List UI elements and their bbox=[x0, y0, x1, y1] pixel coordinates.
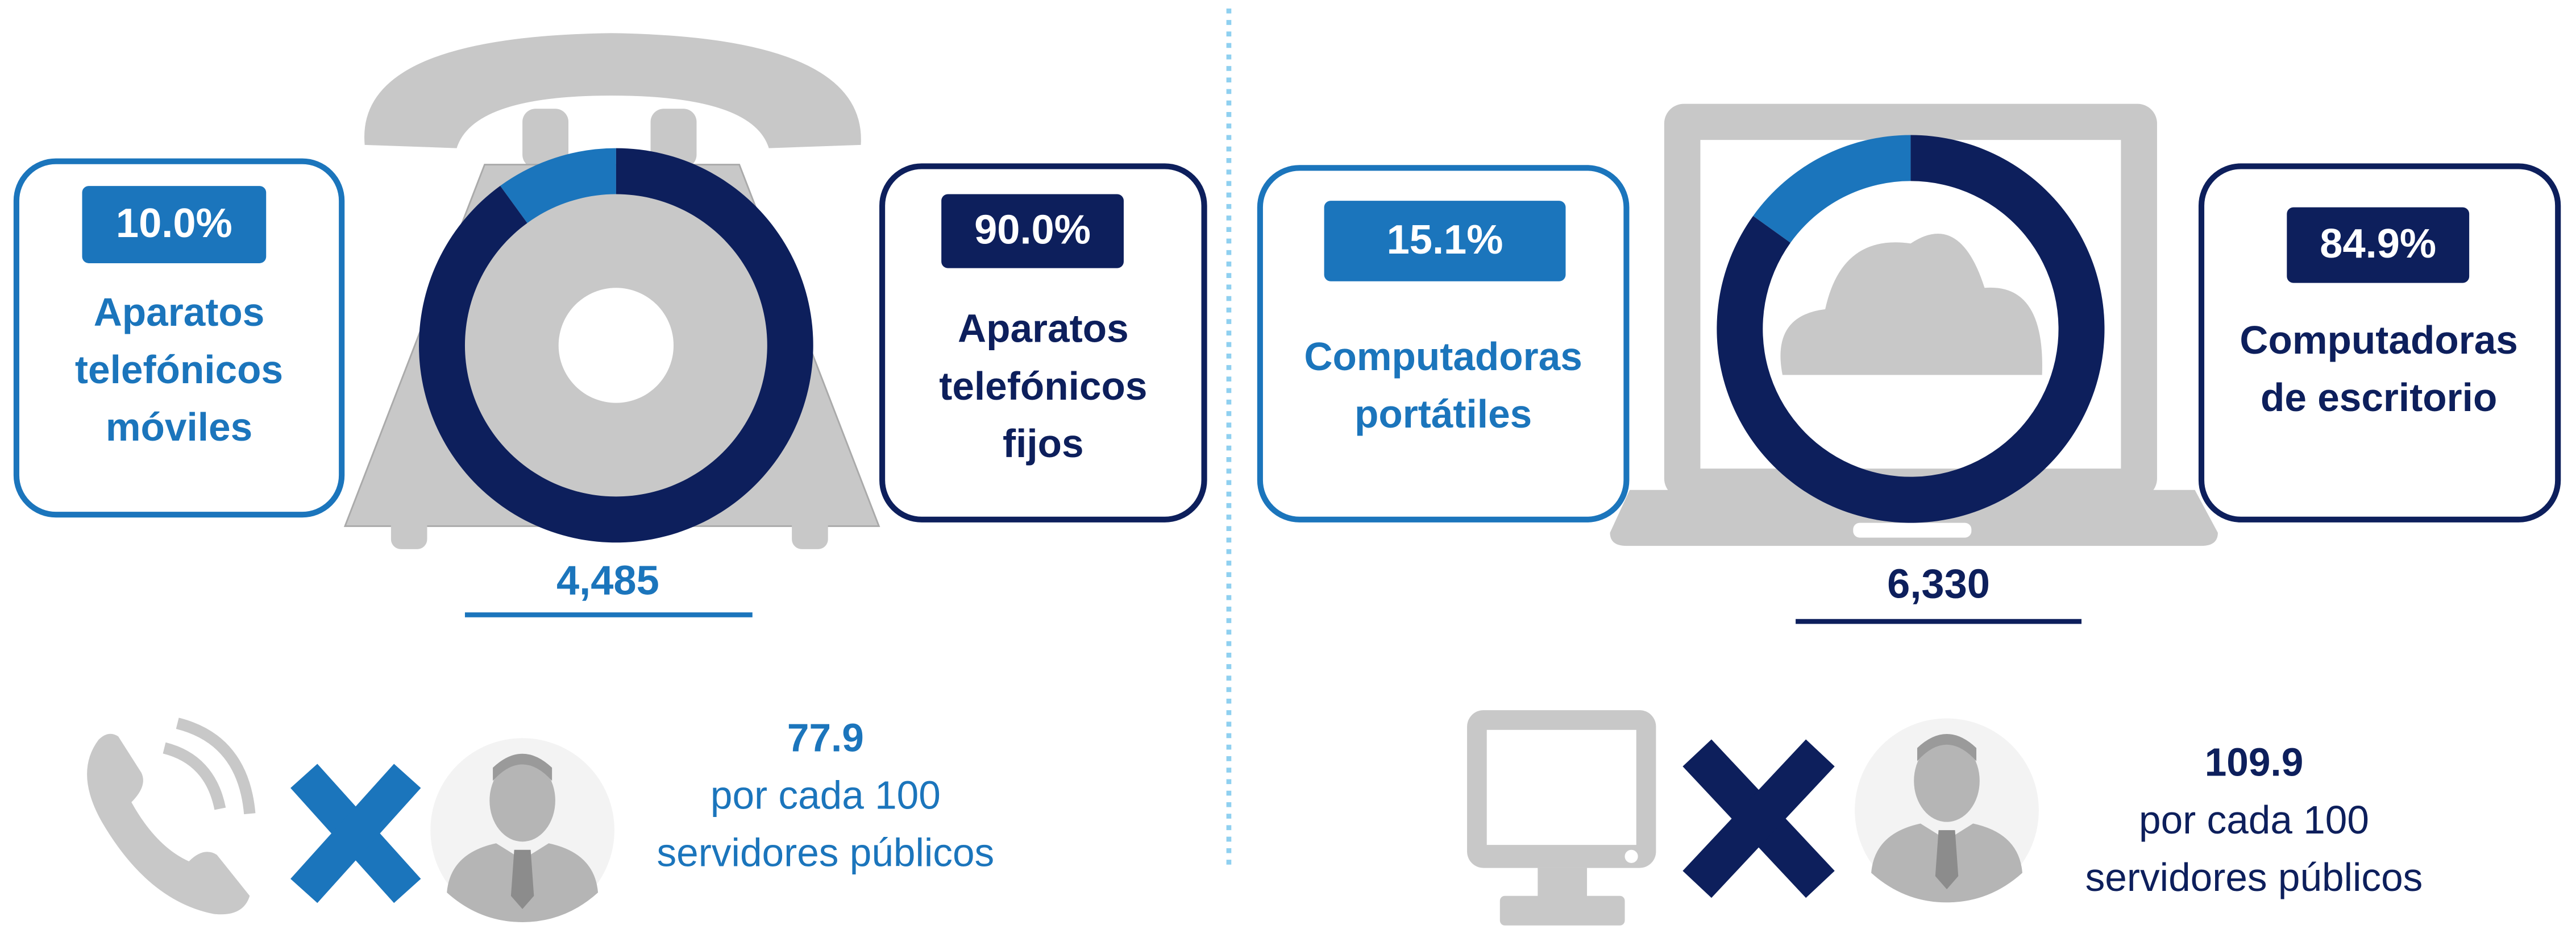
person-icon bbox=[1855, 719, 2039, 903]
percent-label: 10.0% bbox=[116, 201, 232, 246]
category-label-box: Aparatos telefónicos fijos bbox=[899, 288, 1188, 485]
dial-center bbox=[559, 288, 674, 403]
ratio-text: por cada 100 servidores públicos bbox=[2050, 793, 2458, 907]
multiply-icon bbox=[1697, 753, 1821, 884]
category-label-box: Computadoras portátiles bbox=[1277, 313, 1610, 461]
percent-label: 15.1% bbox=[1387, 217, 1503, 263]
person-icon bbox=[430, 738, 614, 922]
ratio-value: 109.9 bbox=[2050, 735, 2458, 792]
total-label: 4,485 bbox=[556, 558, 659, 604]
multiply-icon bbox=[304, 776, 408, 891]
category-label-box: Aparatos telefónicos móviles bbox=[33, 271, 325, 468]
percent-label: 84.9% bbox=[2320, 221, 2436, 267]
ratio-text: por cada 100 servidores públicos bbox=[624, 768, 1027, 882]
infographic: 10.0% Aparatos telefónicos móviles 90.0% Ap… bbox=[0, 0, 2576, 929]
total-label: 6,330 bbox=[1887, 561, 1990, 607]
category-label-box: Computadoras de escritorio bbox=[2214, 296, 2543, 444]
monitor-icon bbox=[1467, 710, 1656, 926]
category-label: Computadoras portátiles bbox=[1277, 313, 1610, 461]
category-label: Aparatos telefónicos fijos bbox=[899, 288, 1188, 485]
page: 10.0% Aparatos telefónicos móviles 90.0% Ap… bbox=[0, 0, 2576, 929]
ratio-value: 77.9 bbox=[624, 710, 1027, 768]
category-label: Computadoras de escritorio bbox=[2214, 296, 2543, 444]
percent-label: 90.0% bbox=[974, 208, 1091, 253]
phone-call-icon bbox=[87, 723, 250, 914]
category-label: Aparatos telefónicos móviles bbox=[33, 271, 325, 468]
